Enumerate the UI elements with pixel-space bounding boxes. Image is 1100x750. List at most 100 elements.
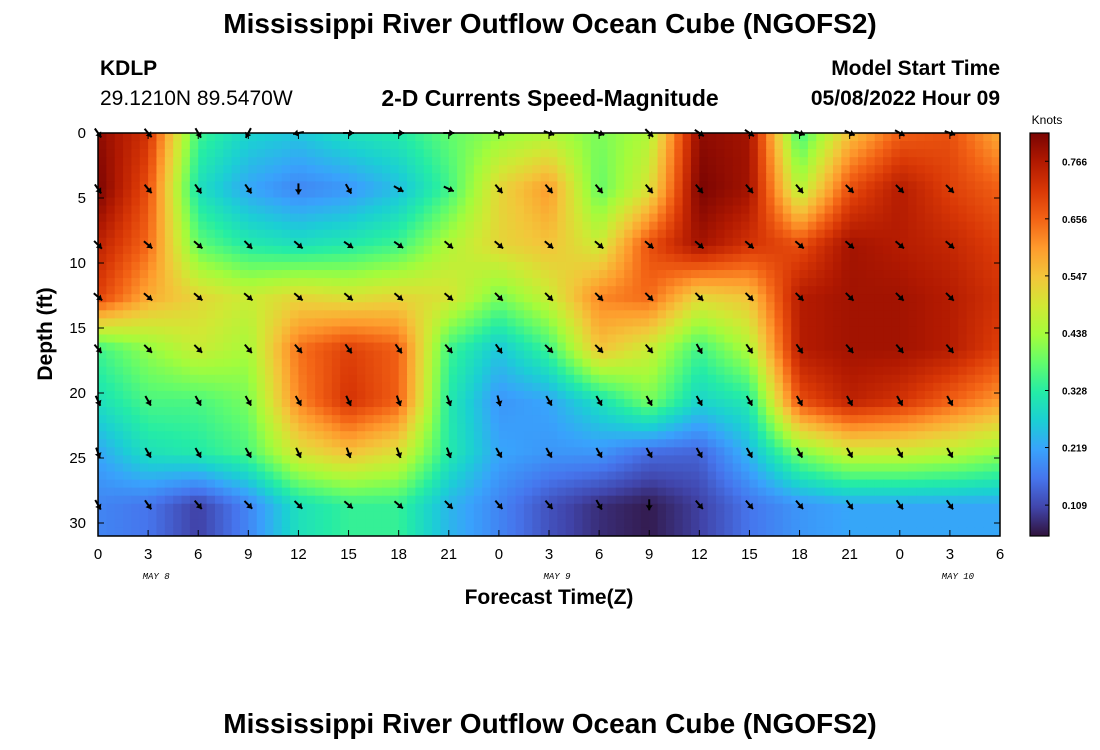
- heatmap-cell: [933, 229, 943, 239]
- heatmap-cell: [649, 342, 659, 352]
- heatmap-cell: [565, 237, 575, 247]
- heatmap-cell: [231, 415, 241, 424]
- heatmap-cell: [799, 390, 809, 400]
- heatmap-cell: [607, 157, 617, 166]
- heatmap-cell: [949, 237, 959, 247]
- heatmap-cell: [557, 358, 567, 368]
- heatmap-cell: [949, 390, 959, 400]
- heatmap-cell: [189, 398, 199, 408]
- heatmap-cell: [966, 390, 976, 400]
- heatmap-cell: [457, 495, 467, 505]
- heatmap-cell: [682, 366, 692, 376]
- heatmap-cell: [916, 463, 926, 473]
- heatmap-cell: [407, 237, 416, 247]
- heatmap-cell: [106, 487, 116, 497]
- heatmap-cell: [498, 455, 508, 465]
- heatmap-cell: [515, 213, 525, 223]
- heatmap-cell: [256, 382, 266, 392]
- heatmap-cell: [356, 245, 366, 255]
- heatmap-cell: [490, 326, 500, 336]
- heatmap-cell: [949, 342, 959, 352]
- heatmap-cell: [457, 253, 467, 263]
- heatmap-cell: [749, 487, 759, 497]
- heatmap-cell: [398, 133, 408, 142]
- heatmap-cell: [507, 455, 517, 465]
- heatmap-cell: [724, 261, 734, 271]
- heatmap-cell: [640, 245, 650, 255]
- heatmap-cell: [415, 455, 425, 465]
- heatmap-cell: [624, 471, 634, 481]
- heatmap-cell: [665, 237, 675, 247]
- heatmap-cell: [315, 463, 325, 473]
- heatmap-cell: [716, 487, 725, 497]
- heatmap-cell: [757, 173, 767, 182]
- heatmap-cell: [156, 149, 166, 158]
- heatmap-cell: [173, 423, 183, 432]
- heatmap-cell: [983, 261, 993, 271]
- heatmap-cell: [958, 439, 968, 448]
- heatmap-cell: [448, 245, 458, 255]
- heatmap-cell: [490, 302, 500, 311]
- heatmap-cell: [949, 382, 959, 392]
- heatmap-cell: [482, 342, 492, 352]
- heatmap-cell: [432, 213, 442, 223]
- heatmap-cell: [515, 229, 525, 239]
- heatmap-cell: [741, 423, 751, 432]
- heatmap-cell: [832, 278, 842, 287]
- heatmap-cell: [941, 366, 951, 376]
- heatmap-cell: [448, 189, 458, 199]
- heatmap-cell: [482, 318, 492, 328]
- heatmap-cell: [716, 366, 725, 376]
- heatmap-cell: [148, 173, 158, 182]
- heatmap-cell: [415, 310, 425, 319]
- heatmap-cell: [590, 253, 600, 263]
- heatmap-cell: [807, 390, 817, 400]
- heatmap-cell: [908, 213, 918, 223]
- heatmap-cell: [874, 294, 884, 303]
- heatmap-cell: [599, 229, 609, 239]
- heatmap-cell: [615, 197, 625, 207]
- heatmap-cell: [774, 318, 784, 328]
- heatmap-cell: [540, 342, 550, 352]
- heatmap-cell: [707, 294, 717, 303]
- heatmap-cell: [373, 197, 383, 207]
- heatmap-cell: [991, 205, 1000, 215]
- heatmap-cell: [649, 165, 659, 174]
- heatmap-cell: [557, 415, 567, 424]
- heatmap-cell: [615, 237, 625, 247]
- heatmap-cell: [941, 398, 951, 408]
- heatmap-cell: [98, 471, 107, 481]
- heatmap-cell: [674, 407, 684, 416]
- heatmap-cell: [665, 495, 675, 505]
- heatmap-cell: [381, 165, 391, 174]
- heatmap-cell: [482, 165, 492, 174]
- heatmap-cell: [498, 270, 508, 279]
- heatmap-cell: [306, 495, 316, 505]
- heatmap-cell: [974, 213, 984, 223]
- heatmap-cell: [465, 133, 475, 142]
- heatmap-cell: [574, 382, 584, 392]
- heatmap-cell: [966, 407, 976, 416]
- heatmap-cell: [532, 270, 542, 279]
- heatmap-cell: [173, 205, 183, 215]
- heatmap-cell: [941, 141, 951, 150]
- heatmap-cell: [590, 390, 600, 400]
- heatmap-cell: [858, 141, 867, 150]
- heatmap-cell: [365, 374, 375, 384]
- heatmap-cell: [348, 447, 358, 456]
- heatmap-cell: [156, 366, 166, 376]
- heatmap-cell: [365, 149, 375, 158]
- heatmap-cell: [883, 487, 893, 497]
- heatmap-cell: [766, 358, 776, 368]
- heatmap-cell: [574, 213, 584, 223]
- heatmap-cell: [306, 439, 316, 448]
- heatmap-cell: [632, 165, 642, 174]
- heatmap-cell: [106, 278, 116, 287]
- heatmap-cell: [557, 229, 567, 239]
- heatmap-cell: [908, 390, 918, 400]
- heatmap-cell: [674, 149, 684, 158]
- heatmap-cell: [415, 398, 425, 408]
- heatmap-cell: [273, 286, 283, 295]
- heatmap-cell: [306, 334, 316, 344]
- heatmap-cell: [131, 278, 141, 287]
